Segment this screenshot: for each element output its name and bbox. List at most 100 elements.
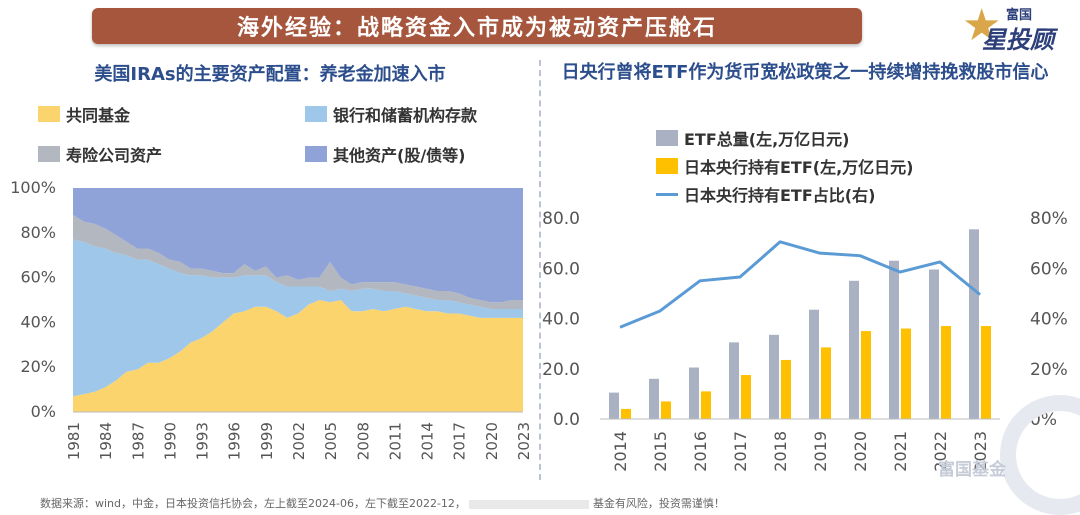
- y-right-tick-label: 20%: [1030, 360, 1068, 380]
- area-series-3: [73, 214, 523, 309]
- bar-boj-holdings: [781, 359, 791, 419]
- watermark: 富国基金: [938, 460, 1006, 480]
- x-tick-label: 2023: [971, 431, 990, 472]
- x-tick-label: 1999: [258, 422, 276, 460]
- legend-label: 日本央行持有ETF占比(右): [684, 186, 876, 205]
- bar-boj-holdings: [661, 401, 671, 419]
- x-tick-label: 2021: [891, 431, 910, 472]
- x-tick-label: 2018: [771, 431, 790, 472]
- area-series-2: [73, 239, 523, 397]
- x-tick-label: 2016: [691, 431, 710, 472]
- title-banner: 海外经验：战略资金入市成为被动资产压舱石: [92, 8, 862, 44]
- left-area-chart: 0% 20% 40% 60% 80% 100% 1981 1984 1987 1990 1993 19…: [10, 178, 533, 460]
- y-right-tick-label: 80%: [1030, 209, 1068, 229]
- left-chart-title: 美国IRAs的主要资产配置：养老金加速入市: [94, 64, 446, 85]
- legend-label: 其他资产(股/债等): [333, 146, 466, 165]
- legend-swatch: [38, 146, 60, 162]
- y-left-tick-label: 40.0: [542, 310, 580, 330]
- legend-etf-total: ETF总量(左,万亿日元): [656, 126, 849, 150]
- x-tick-label: 1993: [194, 422, 212, 460]
- x-tick-label: 2019: [811, 431, 830, 472]
- bar-boj-holdings: [821, 347, 831, 419]
- y-right-tick-label: 60%: [1030, 259, 1068, 279]
- y-tick-label: 20%: [20, 357, 56, 376]
- x-tick-label: 1984: [97, 422, 115, 460]
- legend-label: 共同基金: [66, 106, 131, 125]
- bar-boj-holdings: [741, 375, 751, 419]
- y-left-tick-label: 80.0: [542, 209, 580, 229]
- brand-logo: ★ 富国 星投顾: [962, 0, 1072, 55]
- banner-title: 海外经验：战略资金入市成为被动资产压舱石: [236, 16, 717, 41]
- legend-swatch: [656, 158, 678, 174]
- area-series-4: [73, 188, 523, 303]
- x-tick-label: 2011: [386, 422, 404, 460]
- right-bar-line-chart: 0.020.040.060.080.00%20%40%60%80%2014 201…: [542, 209, 1068, 472]
- x-tick-label: 2023: [515, 422, 533, 460]
- y-tick-label: 100%: [10, 178, 56, 197]
- x-tick-label: 1981: [65, 422, 83, 460]
- y-tick-label: 80%: [20, 223, 56, 242]
- bar-boj-holdings: [901, 328, 911, 419]
- legend-swatch: [656, 130, 678, 146]
- x-tick-label: 2002: [290, 422, 308, 460]
- y-left-tick-label: 60.0: [542, 259, 580, 279]
- legend-life-insurance: 寿险公司资产: [38, 142, 162, 166]
- logo-line2: 星投顾: [982, 26, 1054, 54]
- legend-label: 银行和储蓄机构存款: [333, 106, 478, 125]
- x-tick-label: 2022: [931, 431, 950, 472]
- divider: [539, 60, 541, 480]
- bar-boj-holdings: [621, 408, 631, 419]
- x-tick-label: 2015: [651, 431, 670, 472]
- legend-swatch: [656, 192, 678, 196]
- y-left-tick-label: 20.0: [542, 360, 580, 380]
- line-boj-share: [619, 240, 981, 329]
- bar-etf-total: [649, 378, 659, 419]
- legend-swatch: [305, 106, 327, 122]
- legend-label: ETF总量(左,万亿日元): [684, 130, 850, 149]
- bar-boj-holdings: [981, 326, 991, 419]
- bar-boj-holdings: [941, 326, 951, 419]
- redacted-block: [469, 499, 590, 509]
- y-tick-label: 40%: [20, 312, 56, 331]
- legend-swatch: [305, 146, 327, 162]
- bar-etf-total: [769, 334, 779, 419]
- x-tick-label: 2008: [354, 422, 372, 460]
- bar-boj-holdings: [861, 331, 871, 419]
- area-series-1: [73, 300, 523, 412]
- x-tick-label: 1990: [161, 422, 179, 460]
- star-icon: ★: [962, 0, 1002, 51]
- legend-boj-share: 日本央行持有ETF占比(右): [656, 182, 875, 206]
- y-right-tick-label: 40%: [1030, 310, 1068, 330]
- bar-etf-total: [849, 280, 859, 419]
- y-tick-label: 0%: [31, 402, 56, 421]
- x-tick-label: 2017: [731, 431, 750, 472]
- legend-swatch: [38, 106, 60, 122]
- x-tick-label: 2020: [851, 431, 870, 472]
- bar-etf-total: [929, 269, 939, 419]
- y-left-tick-label: 0.0: [553, 410, 580, 430]
- bar-etf-total: [889, 260, 899, 419]
- bar-etf-total: [609, 392, 619, 419]
- right-chart-title: 日央行曾将ETF作为货币宽松政策之一持续增持挽救股市信心: [561, 62, 1049, 83]
- bar-etf-total: [969, 229, 979, 419]
- x-tick-label: 2020: [483, 422, 501, 460]
- legend-label: 寿险公司资产: [66, 146, 163, 165]
- legend-other-assets: 其他资产(股/债等): [305, 142, 465, 166]
- legend-bank-deposits: 银行和储蓄机构存款: [305, 102, 477, 126]
- x-tick-label: 2014: [611, 431, 630, 472]
- logo-line1: 富国: [1006, 8, 1033, 23]
- x-tick-label: 2005: [322, 422, 340, 460]
- x-tick-label: 1987: [129, 422, 147, 460]
- source-note: 数据来源：wind，中金，日本投资信托协会，左上截至2024-06，左下截至20…: [40, 497, 725, 510]
- x-tick-label: 1996: [226, 422, 244, 460]
- bar-etf-total: [809, 309, 819, 419]
- legend-label: 日本央行持有ETF(左,万亿日元): [684, 158, 914, 177]
- x-tick-label: 2017: [451, 422, 469, 460]
- bar-boj-holdings: [701, 391, 711, 419]
- bar-etf-total: [729, 342, 739, 419]
- legend-boj-holdings: 日本央行持有ETF(左,万亿日元): [656, 154, 913, 178]
- bar-etf-total: [689, 367, 699, 419]
- y-tick-label: 60%: [20, 268, 56, 287]
- legend-mutual-fund: 共同基金: [38, 102, 130, 126]
- x-tick-label: 2014: [419, 422, 437, 460]
